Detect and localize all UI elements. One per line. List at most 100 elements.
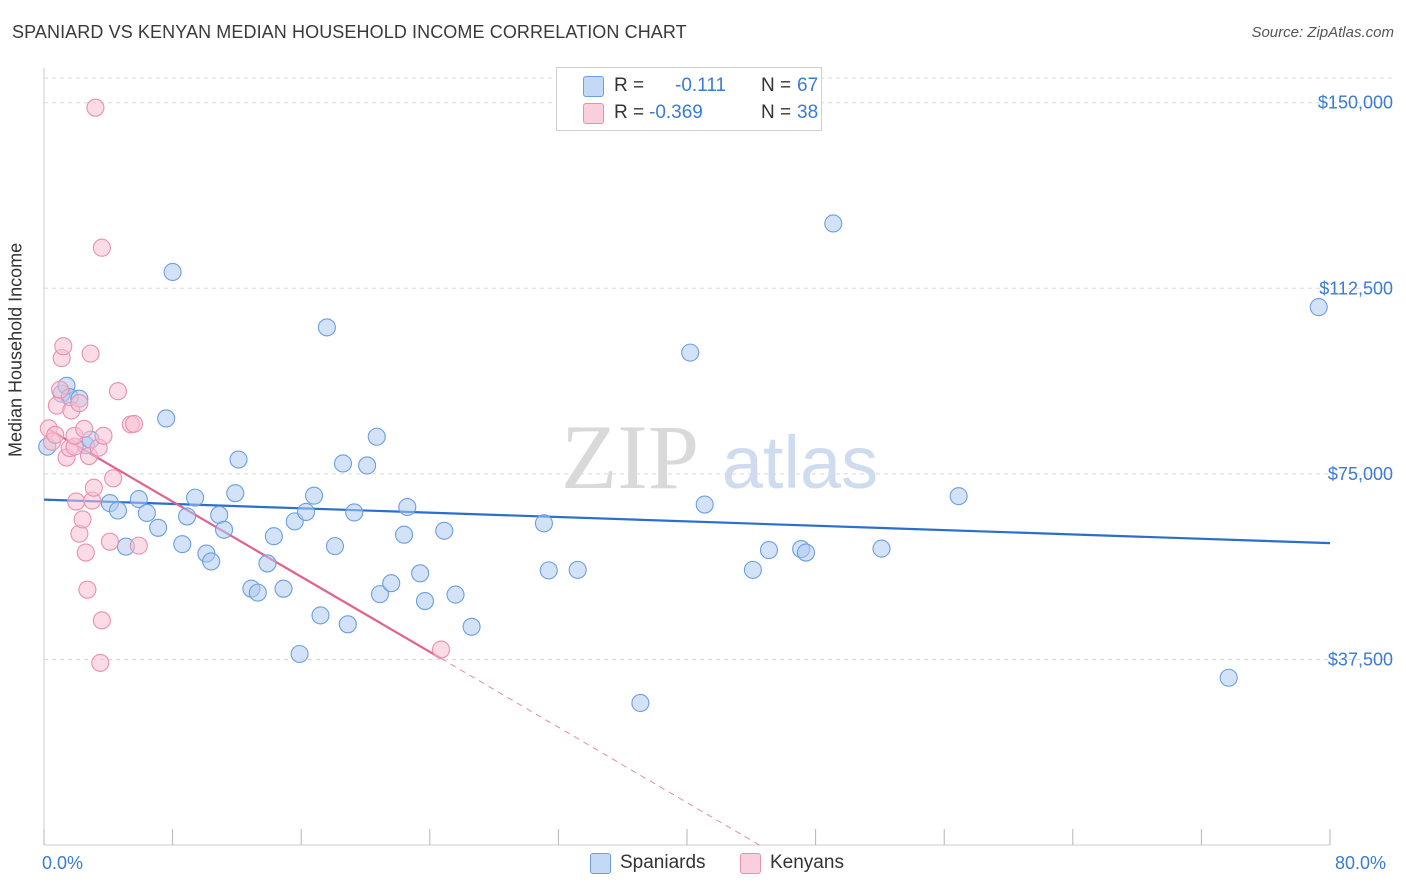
data-point-kenyans [104, 469, 123, 488]
trend-line-kenyans [48, 428, 442, 660]
data-point-spaniards [226, 484, 245, 503]
data-point-spaniards [311, 606, 330, 625]
legend-n-label: N = [761, 102, 792, 123]
grid-lines [44, 77, 1395, 660]
data-point-spaniards [248, 583, 267, 602]
x-tick-min: 0.0% [42, 853, 84, 873]
chart-title: SPANIARD VS KENYAN MEDIAN HOUSEHOLD INCO… [12, 22, 687, 42]
data-point-kenyans [129, 536, 148, 555]
data-point-spaniards [1309, 298, 1328, 317]
legend-row-kenyans: R = -0.369 N = 38 [583, 100, 823, 126]
legend-n-value: 38 [797, 102, 819, 123]
data-point-spaniards [338, 615, 357, 634]
bottom-legend-label: Kenyans [770, 852, 844, 873]
data-point-spaniards [157, 409, 176, 428]
data-point-spaniards [149, 518, 168, 537]
trend-line-spaniards [43, 498, 1331, 545]
data-point-spaniards [129, 490, 148, 509]
watermark-zip: ZIP [561, 406, 699, 508]
legend-row-spaniards: R = -0.111 N = 67 [583, 73, 823, 99]
data-point-spaniards [367, 427, 386, 446]
data-point-spaniards [163, 262, 182, 282]
data-point-kenyans [76, 543, 95, 562]
data-point-spaniards [333, 454, 353, 473]
data-point-spaniards [415, 591, 435, 611]
data-point-spaniards [345, 503, 364, 522]
data-point-spaniards [258, 554, 277, 573]
watermark: ZIP atlas [561, 406, 878, 508]
legend-n-label: N = [761, 75, 792, 96]
data-point-spaniards [296, 502, 316, 522]
data-point-spaniards [370, 585, 390, 604]
data-point-spaniards [395, 525, 414, 544]
data-point-spaniards [824, 214, 843, 233]
data-point-kenyans [75, 419, 94, 438]
data-point-kenyans [92, 611, 111, 630]
data-point-kenyans [91, 653, 110, 672]
legend-swatch-pink [583, 102, 604, 124]
data-point-spaniards [173, 535, 192, 554]
data-point-spaniards [178, 507, 197, 526]
data-point-spaniards [534, 514, 553, 533]
source-label: Source: ZipAtlas.com [1251, 24, 1394, 41]
data-point-spaniards [872, 539, 891, 558]
data-point-spaniards [435, 521, 454, 540]
data-point-spaniards [568, 560, 587, 579]
data-point-spaniards [411, 564, 430, 583]
data-point-kenyans [67, 492, 86, 511]
legend-swatch-blue [583, 75, 604, 97]
data-point-spaniards [382, 574, 401, 593]
watermark-atlas: atlas [722, 421, 878, 504]
data-points [38, 98, 1328, 713]
data-point-spaniards [398, 497, 417, 517]
trend-lines [43, 428, 1331, 846]
data-point-spaniards [681, 343, 700, 362]
data-point-spaniards [202, 552, 221, 571]
data-point-kenyans [432, 640, 451, 659]
y-tick-labels: $37,500 $75,000 $112,500 $150,000 [1318, 93, 1393, 670]
data-point-spaniards [305, 486, 324, 505]
data-point-kenyans [81, 344, 100, 363]
bottom-legend-swatch-pink [740, 853, 761, 874]
data-point-spaniards [274, 579, 293, 598]
trend-line-kenyans [440, 658, 760, 846]
data-point-spaniards [446, 585, 465, 604]
data-point-kenyans [100, 532, 119, 551]
data-point-spaniards [137, 503, 156, 523]
data-point-spaniards [214, 520, 234, 539]
data-point-kenyans [73, 510, 92, 529]
data-point-spaniards [631, 693, 650, 713]
legend-n-value: 67 [797, 75, 819, 96]
data-point-spaniards [317, 318, 336, 337]
data-point-kenyans [70, 394, 89, 413]
data-point-spaniards [264, 527, 283, 546]
legend-r-value: -0.369 [649, 102, 703, 123]
data-point-kenyans [92, 238, 111, 257]
data-point-kenyans [86, 98, 105, 117]
data-point-kenyans [46, 425, 65, 444]
data-point-spaniards [462, 617, 481, 636]
data-point-kenyans [84, 478, 103, 497]
data-point-spaniards [186, 488, 205, 507]
data-point-kenyans [54, 337, 73, 356]
data-point-spaniards [796, 543, 816, 562]
data-point-spaniards [539, 561, 558, 580]
y-tick-label: $112,500 [1319, 278, 1393, 298]
bottom-legend-swatch-blue [590, 853, 611, 874]
data-point-spaniards [108, 501, 127, 520]
data-point-kenyans [124, 414, 144, 433]
data-point-kenyans [51, 380, 70, 399]
data-point-spaniards [759, 541, 779, 560]
legend-r-value: -0.111 [675, 75, 727, 96]
y-axis-label: Median Household Income [5, 242, 26, 457]
data-point-spaniards [290, 644, 309, 664]
data-point-spaniards [325, 537, 345, 556]
x-tick-max: 80.0% [1335, 853, 1387, 873]
data-point-spaniards [1219, 668, 1238, 687]
data-point-kenyans [78, 580, 97, 599]
axes [43, 68, 1331, 846]
bottom-legend-label: Spaniards [620, 852, 706, 873]
data-point-kenyans [94, 426, 113, 445]
data-point-kenyans [108, 382, 127, 401]
